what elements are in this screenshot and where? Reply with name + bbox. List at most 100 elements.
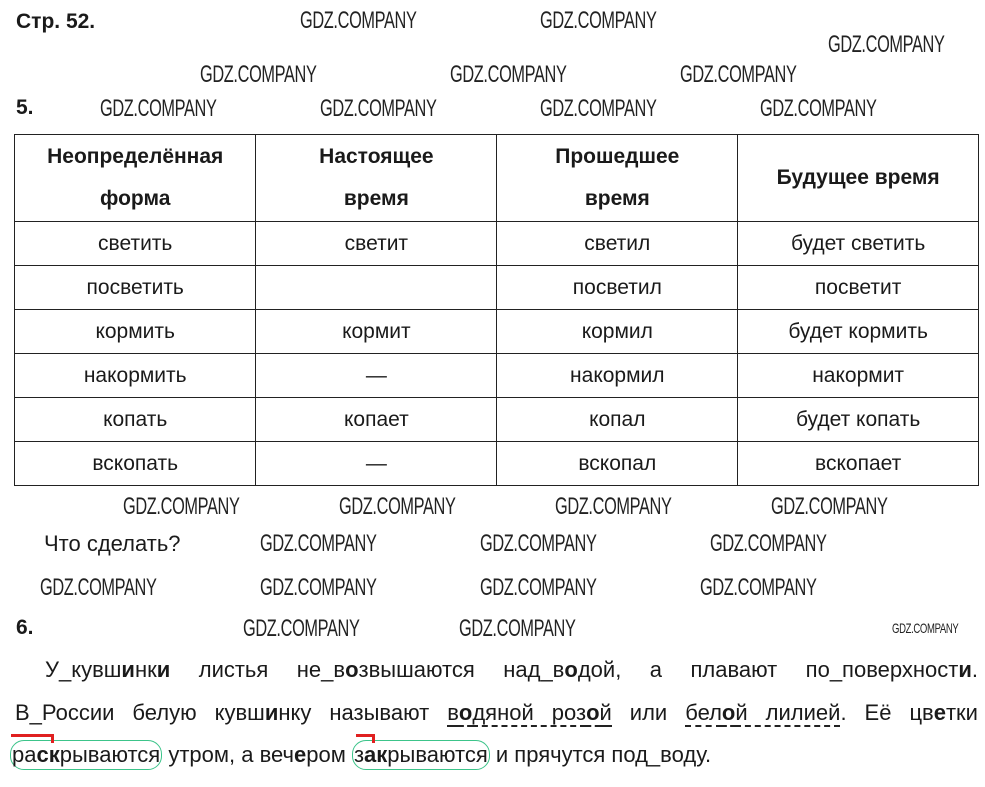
text-segment: нку называют [278, 700, 448, 725]
bold-letter: о [345, 657, 359, 682]
table-cell: вскопать [13, 441, 257, 486]
table-cell: кормил [496, 309, 739, 354]
watermark: GDZ.COMPANY [260, 530, 377, 557]
task-5-number: 5. [16, 96, 34, 119]
text-segment: и прячутся под_воду. [489, 742, 712, 767]
watermark: GDZ.COMPANY [123, 493, 240, 520]
question-text: Что сделать? [44, 531, 181, 556]
table-cell: посветить [13, 265, 257, 310]
text-segment: рываются [59, 742, 161, 767]
bold-letter: и [156, 657, 171, 682]
text-segment: ра [12, 742, 37, 767]
task-6-number: 6. [16, 616, 34, 639]
bold-letter: о [458, 700, 473, 727]
table-cell: накормить [13, 353, 257, 398]
table-cell: будет светить [737, 221, 979, 266]
table-cell: копал [496, 397, 739, 442]
underlined-text: дяной роз [472, 700, 587, 727]
text-segment: листья не_в [170, 657, 346, 682]
table-row: кормить кормит кормил будет кормить [13, 309, 979, 354]
circled-word: раскрываются [10, 734, 163, 770]
table-cell: будет копать [737, 397, 979, 442]
text-segment: нк [134, 657, 157, 682]
bold-letter: о [721, 700, 736, 727]
bold-letter: о [586, 700, 600, 727]
table-row: вскопать — вскопал вскопает [13, 441, 979, 486]
text-segment: тки [945, 700, 978, 725]
text-segment: утром, а веч [162, 742, 294, 767]
watermark: GDZ.COMPANY [200, 61, 317, 88]
text-line: У_кувшинки листья не_возвышаются над_вод… [45, 657, 978, 683]
table-cell: накормил [496, 353, 739, 398]
header-text: Прошедшее [555, 145, 680, 168]
table-cell: вскопал [496, 441, 739, 486]
header-past: Прошедшее время [496, 134, 739, 222]
watermark: GDZ.COMPANY [480, 574, 597, 601]
underlined-text: бел [685, 700, 722, 727]
watermark: GDZ.COMPANY [260, 574, 377, 601]
table-cell: копает [255, 397, 498, 442]
bold-letter: и [264, 700, 279, 725]
watermark: GDZ.COMPANY [892, 620, 959, 636]
table-cell: посветит [737, 265, 979, 310]
table-cell: будет кормить [737, 309, 979, 354]
table-cell: кормит [255, 309, 498, 354]
table-row: копать копает копал будет копать [13, 397, 979, 442]
watermark: GDZ.COMPANY [459, 615, 576, 642]
text-segment: . [971, 657, 978, 682]
table-cell: копать [13, 397, 257, 442]
watermark: GDZ.COMPANY [771, 493, 888, 520]
text-segment: В_России белую кувш [15, 700, 265, 725]
table-cell: — [255, 441, 498, 486]
watermark: GDZ.COMPANY [710, 530, 827, 557]
watermark: GDZ.COMPANY [555, 493, 672, 520]
table-header-row: Неопределённая форма Настоящее время Проше… [13, 134, 979, 222]
text-segment: . Её цв [840, 700, 934, 725]
table-row: светить светит светил будет светить [13, 221, 979, 266]
text-segment: или [611, 700, 686, 725]
watermark: GDZ.COMPANY [320, 95, 437, 122]
table-cell: — [255, 353, 498, 398]
text-line: В_России белую кувшинку называют водяной… [15, 700, 978, 727]
table-cell: светит [255, 221, 498, 266]
table-cell: накормит [737, 353, 979, 398]
bold-letter: и [121, 657, 135, 682]
table-cell: светить [13, 221, 257, 266]
watermark: GDZ.COMPANY [540, 95, 657, 122]
text-line: раскрываются утром, а вечером закрываютс… [10, 734, 712, 770]
text-segment: дой, а плавают по_поверхност [577, 657, 959, 682]
table-cell [255, 265, 498, 310]
header-text: форма [100, 187, 171, 210]
bold-letter: ак [364, 742, 388, 767]
text-segment: з [353, 742, 365, 767]
watermark: GDZ.COMPANY [700, 574, 817, 601]
header-infinitive: Неопределённая форма [13, 134, 257, 222]
header-text: Настоящее [319, 145, 434, 168]
underlined-text: й [599, 700, 612, 727]
underlined-text: в [447, 700, 459, 727]
header-future: Будущее время [737, 134, 979, 222]
watermark: GDZ.COMPANY [760, 95, 877, 122]
watermark: GDZ.COMPANY [450, 61, 567, 88]
text-segment: ром [306, 742, 352, 767]
watermark: GDZ.COMPANY [828, 31, 945, 58]
table-row: посветить посветил посветит [13, 265, 979, 310]
watermark: GDZ.COMPANY [540, 7, 657, 34]
watermark: GDZ.COMPANY [243, 615, 360, 642]
table-cell: вскопает [737, 441, 979, 486]
text-segment: рываются [387, 742, 488, 767]
bold-letter: е [933, 700, 946, 725]
header-present: Настоящее время [255, 134, 498, 222]
header-text: время [584, 187, 650, 210]
watermark: GDZ.COMPANY [100, 95, 217, 122]
text-segment: звышаются над_в [358, 657, 565, 682]
watermark: GDZ.COMPANY [339, 493, 456, 520]
bold-letter: о [564, 657, 578, 682]
bold-letter: е [293, 742, 307, 767]
table-cell: светил [496, 221, 739, 266]
watermark: GDZ.COMPANY [680, 61, 797, 88]
circled-word: закрываются [351, 734, 490, 770]
watermark: GDZ.COMPANY [40, 574, 157, 601]
table-cell: посветил [496, 265, 739, 310]
text-segment: У_кувш [45, 657, 122, 682]
